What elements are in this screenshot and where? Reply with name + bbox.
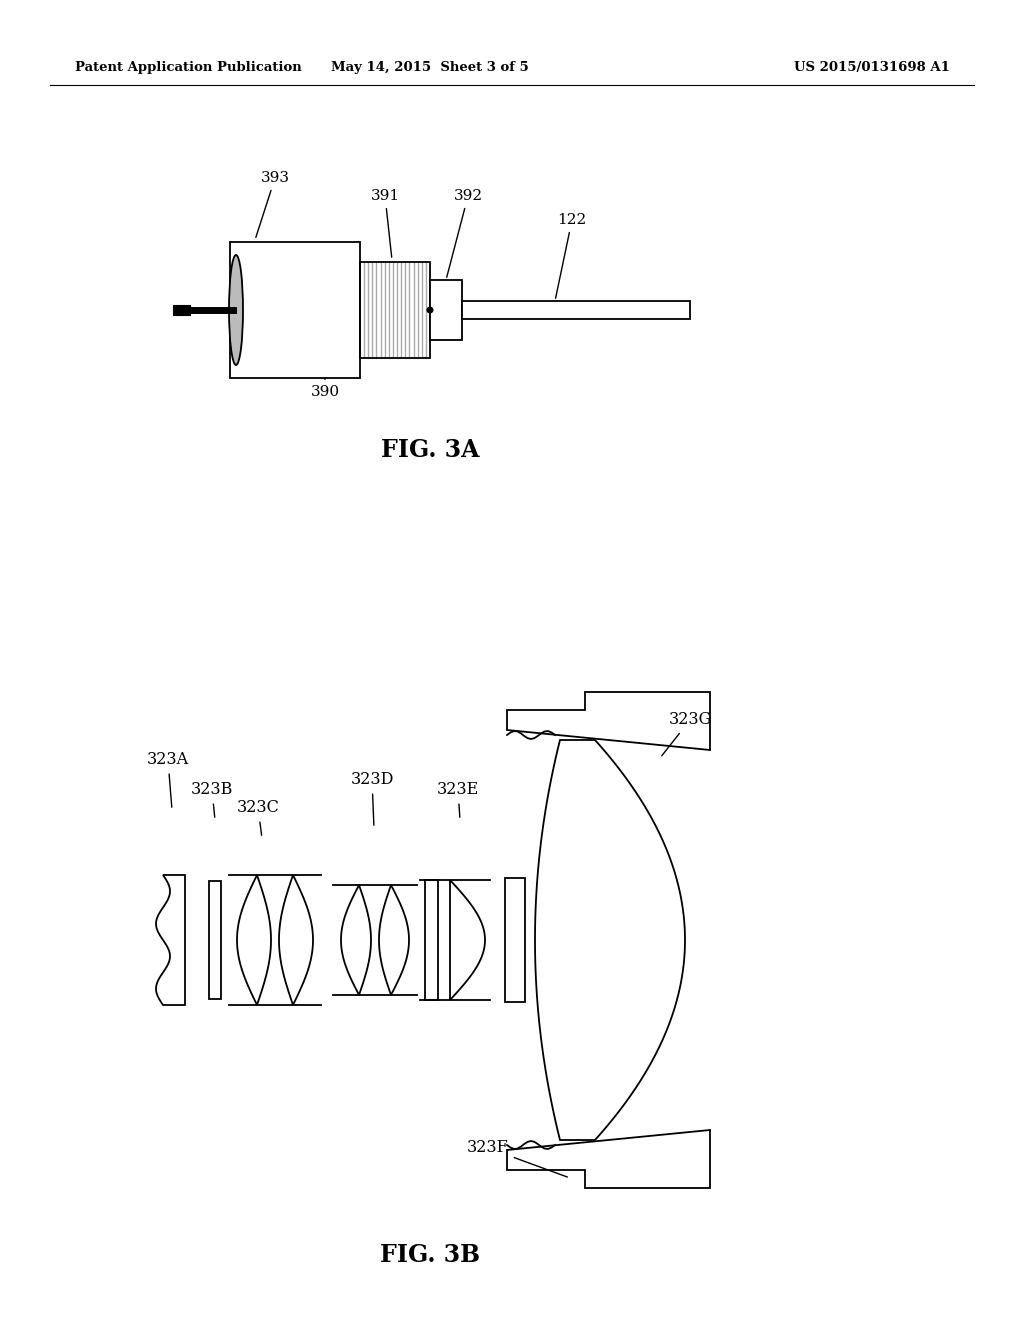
Polygon shape: [425, 880, 438, 1001]
Polygon shape: [209, 880, 221, 999]
Polygon shape: [450, 880, 485, 1001]
Text: May 14, 2015  Sheet 3 of 5: May 14, 2015 Sheet 3 of 5: [331, 62, 528, 74]
Text: 391: 391: [371, 189, 399, 257]
Text: 323A: 323A: [146, 751, 189, 808]
Text: 390: 390: [310, 378, 340, 399]
Polygon shape: [341, 884, 371, 995]
Text: 323C: 323C: [237, 800, 280, 836]
Circle shape: [427, 306, 433, 314]
Text: 323D: 323D: [350, 771, 393, 825]
Polygon shape: [156, 875, 185, 1005]
Ellipse shape: [229, 255, 243, 366]
Text: 323E: 323E: [437, 781, 479, 817]
Text: FIG. 3A: FIG. 3A: [381, 438, 479, 462]
Text: 323B: 323B: [190, 781, 233, 817]
Polygon shape: [230, 242, 360, 378]
Polygon shape: [379, 884, 409, 995]
Polygon shape: [462, 301, 690, 319]
Text: 122: 122: [556, 213, 587, 298]
Polygon shape: [507, 1130, 710, 1188]
Text: 393: 393: [256, 172, 290, 238]
Text: US 2015/0131698 A1: US 2015/0131698 A1: [795, 62, 950, 74]
Text: FIG. 3B: FIG. 3B: [380, 1243, 480, 1267]
Polygon shape: [535, 741, 685, 1140]
Polygon shape: [279, 875, 313, 1005]
Text: Patent Application Publication: Patent Application Publication: [75, 62, 302, 74]
Polygon shape: [507, 692, 710, 750]
Polygon shape: [505, 878, 525, 1002]
Text: 392: 392: [446, 189, 482, 277]
Polygon shape: [430, 280, 462, 341]
Polygon shape: [237, 875, 271, 1005]
Text: 323F: 323F: [467, 1139, 567, 1177]
Text: 323G: 323G: [662, 711, 712, 756]
